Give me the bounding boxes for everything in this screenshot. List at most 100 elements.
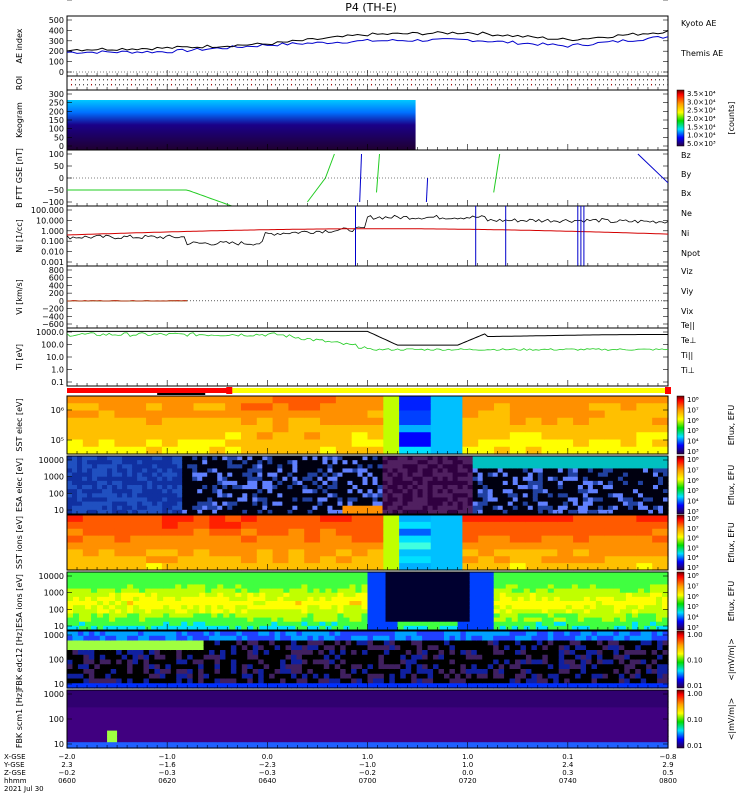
esa-i-cell bbox=[433, 580, 441, 586]
esa-e-cell bbox=[72, 456, 78, 461]
esa-e-cell bbox=[207, 476, 213, 482]
esa-e-cell bbox=[347, 501, 354, 507]
esa-e-cell bbox=[567, 509, 574, 515]
roi-dot bbox=[655, 79, 656, 81]
sst-e-cell bbox=[588, 417, 606, 426]
esa-i-cell bbox=[145, 588, 152, 594]
esa-e-cell bbox=[367, 489, 374, 494]
esa-e-cell bbox=[197, 501, 203, 507]
esa-e-cell bbox=[567, 485, 574, 490]
esa-e-cell bbox=[182, 460, 188, 465]
esa-e-cell bbox=[427, 509, 434, 515]
sst-i-cell bbox=[240, 515, 258, 523]
esa-e-cell bbox=[117, 493, 123, 499]
esa-e-cell bbox=[92, 468, 98, 474]
esa-i-cell bbox=[439, 613, 447, 619]
esa-e-cell bbox=[187, 456, 193, 461]
fbk1-cell bbox=[77, 678, 84, 684]
esa-i-cell bbox=[241, 584, 248, 590]
esa-i-cell bbox=[253, 601, 260, 606]
esa-e-cell bbox=[612, 464, 619, 470]
esa-i-cell bbox=[457, 613, 465, 619]
esa-i-cell bbox=[157, 601, 164, 606]
esa-e-cell bbox=[147, 505, 153, 511]
sst-i-cell bbox=[335, 515, 353, 523]
esa-i-cell bbox=[487, 588, 495, 594]
sst-i-cell bbox=[209, 515, 226, 523]
esa-i-cell bbox=[427, 576, 435, 581]
esa-e-cell bbox=[392, 476, 399, 482]
esa-e-cell bbox=[192, 472, 198, 478]
esa-e-cell bbox=[392, 485, 399, 490]
esa-e-cell bbox=[112, 497, 118, 503]
sst-i-cell bbox=[351, 515, 369, 523]
esa-i-cell bbox=[331, 601, 339, 606]
roi-dot bbox=[255, 79, 256, 81]
esa-e-cell bbox=[567, 489, 574, 494]
esa-i-cell bbox=[559, 601, 567, 606]
esa-i-cell bbox=[439, 601, 447, 606]
esa-e-cell bbox=[642, 468, 649, 474]
esa-i-cell bbox=[163, 572, 170, 577]
esa-i-cell bbox=[661, 617, 669, 623]
esa-e-cell bbox=[132, 460, 138, 465]
esa-e-cell bbox=[642, 505, 649, 511]
esa-e-cell bbox=[537, 485, 544, 490]
esa-i-cell bbox=[589, 617, 597, 623]
roi-dot bbox=[631, 84, 632, 86]
esa-e-cell bbox=[507, 493, 514, 499]
sst-e-cell bbox=[193, 396, 210, 404]
esa-e-cell bbox=[457, 464, 464, 470]
esa-i-cell bbox=[385, 588, 393, 594]
sst-i-cell bbox=[304, 521, 321, 530]
esa-i-cell bbox=[481, 617, 489, 623]
esa-e-cell bbox=[512, 501, 519, 507]
esa-e-cell bbox=[512, 485, 519, 490]
esa-e-cell bbox=[447, 476, 454, 482]
esa-e-cell bbox=[452, 460, 459, 465]
esa-e-cell bbox=[132, 485, 138, 490]
esa-i-cell bbox=[307, 596, 315, 602]
sst-i-cell bbox=[304, 549, 321, 557]
esa-i-cell bbox=[409, 625, 417, 631]
sst-i-cell bbox=[82, 549, 100, 557]
esa-e-cell bbox=[147, 456, 153, 461]
sst-i-cell bbox=[209, 549, 226, 557]
esa-e-cell bbox=[327, 489, 334, 494]
esa-e-cell bbox=[487, 456, 494, 461]
esa-i-cell bbox=[181, 621, 188, 627]
esa-e-cell bbox=[197, 472, 203, 478]
esa-i-cell bbox=[619, 621, 627, 627]
sst-i-cell bbox=[383, 563, 400, 571]
esa-e-cell bbox=[167, 480, 173, 486]
esa-i-cell bbox=[205, 572, 212, 577]
esa-i-cell bbox=[97, 580, 104, 586]
esa-e-cell bbox=[632, 476, 639, 482]
sst-i-cell bbox=[620, 563, 637, 571]
esa-e-cell bbox=[617, 456, 624, 461]
sst-e-cell bbox=[620, 446, 637, 455]
esa-i-cell bbox=[409, 617, 417, 623]
esa-e-cell bbox=[302, 468, 308, 474]
esa-e-cell bbox=[607, 460, 614, 465]
esa-e-cell bbox=[377, 509, 384, 515]
esa-e-cell bbox=[612, 489, 619, 494]
esa-i-cell bbox=[241, 605, 248, 610]
esa-i-cell bbox=[493, 621, 501, 627]
esa-e-cell bbox=[477, 468, 484, 474]
esa-e-cell bbox=[142, 456, 148, 461]
esa-e-cell bbox=[262, 456, 268, 461]
esa-e-cell bbox=[177, 489, 183, 494]
esa-e-cell bbox=[442, 460, 449, 465]
esa-e-cell bbox=[562, 509, 569, 515]
esa-i-cell bbox=[565, 613, 573, 619]
esa-e-cell bbox=[202, 460, 208, 465]
esa-i-cell bbox=[529, 621, 537, 627]
sst-e-cell bbox=[304, 417, 321, 426]
esa-e-cell bbox=[167, 476, 173, 482]
esa-e-cell bbox=[587, 480, 594, 486]
esa-e-cell bbox=[437, 501, 444, 507]
esa-e-cell bbox=[412, 468, 419, 474]
sst-i-cell bbox=[240, 563, 258, 571]
sst-i-ytick-label: 10⁵ bbox=[51, 0, 64, 2]
